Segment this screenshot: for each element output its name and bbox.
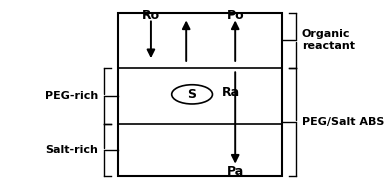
Text: Organic
reactant: Organic reactant xyxy=(302,29,355,51)
Circle shape xyxy=(172,85,212,104)
Text: S: S xyxy=(188,88,196,101)
Text: Pa: Pa xyxy=(227,165,245,178)
Text: Ro: Ro xyxy=(142,9,160,22)
Text: Po: Po xyxy=(227,9,245,22)
Text: PEG-rich: PEG-rich xyxy=(45,91,98,101)
Bar xyxy=(118,13,282,176)
Text: Salt-rich: Salt-rich xyxy=(45,145,98,155)
Text: Ra: Ra xyxy=(221,86,240,99)
Text: PEG/Salt ABS: PEG/Salt ABS xyxy=(302,117,384,127)
